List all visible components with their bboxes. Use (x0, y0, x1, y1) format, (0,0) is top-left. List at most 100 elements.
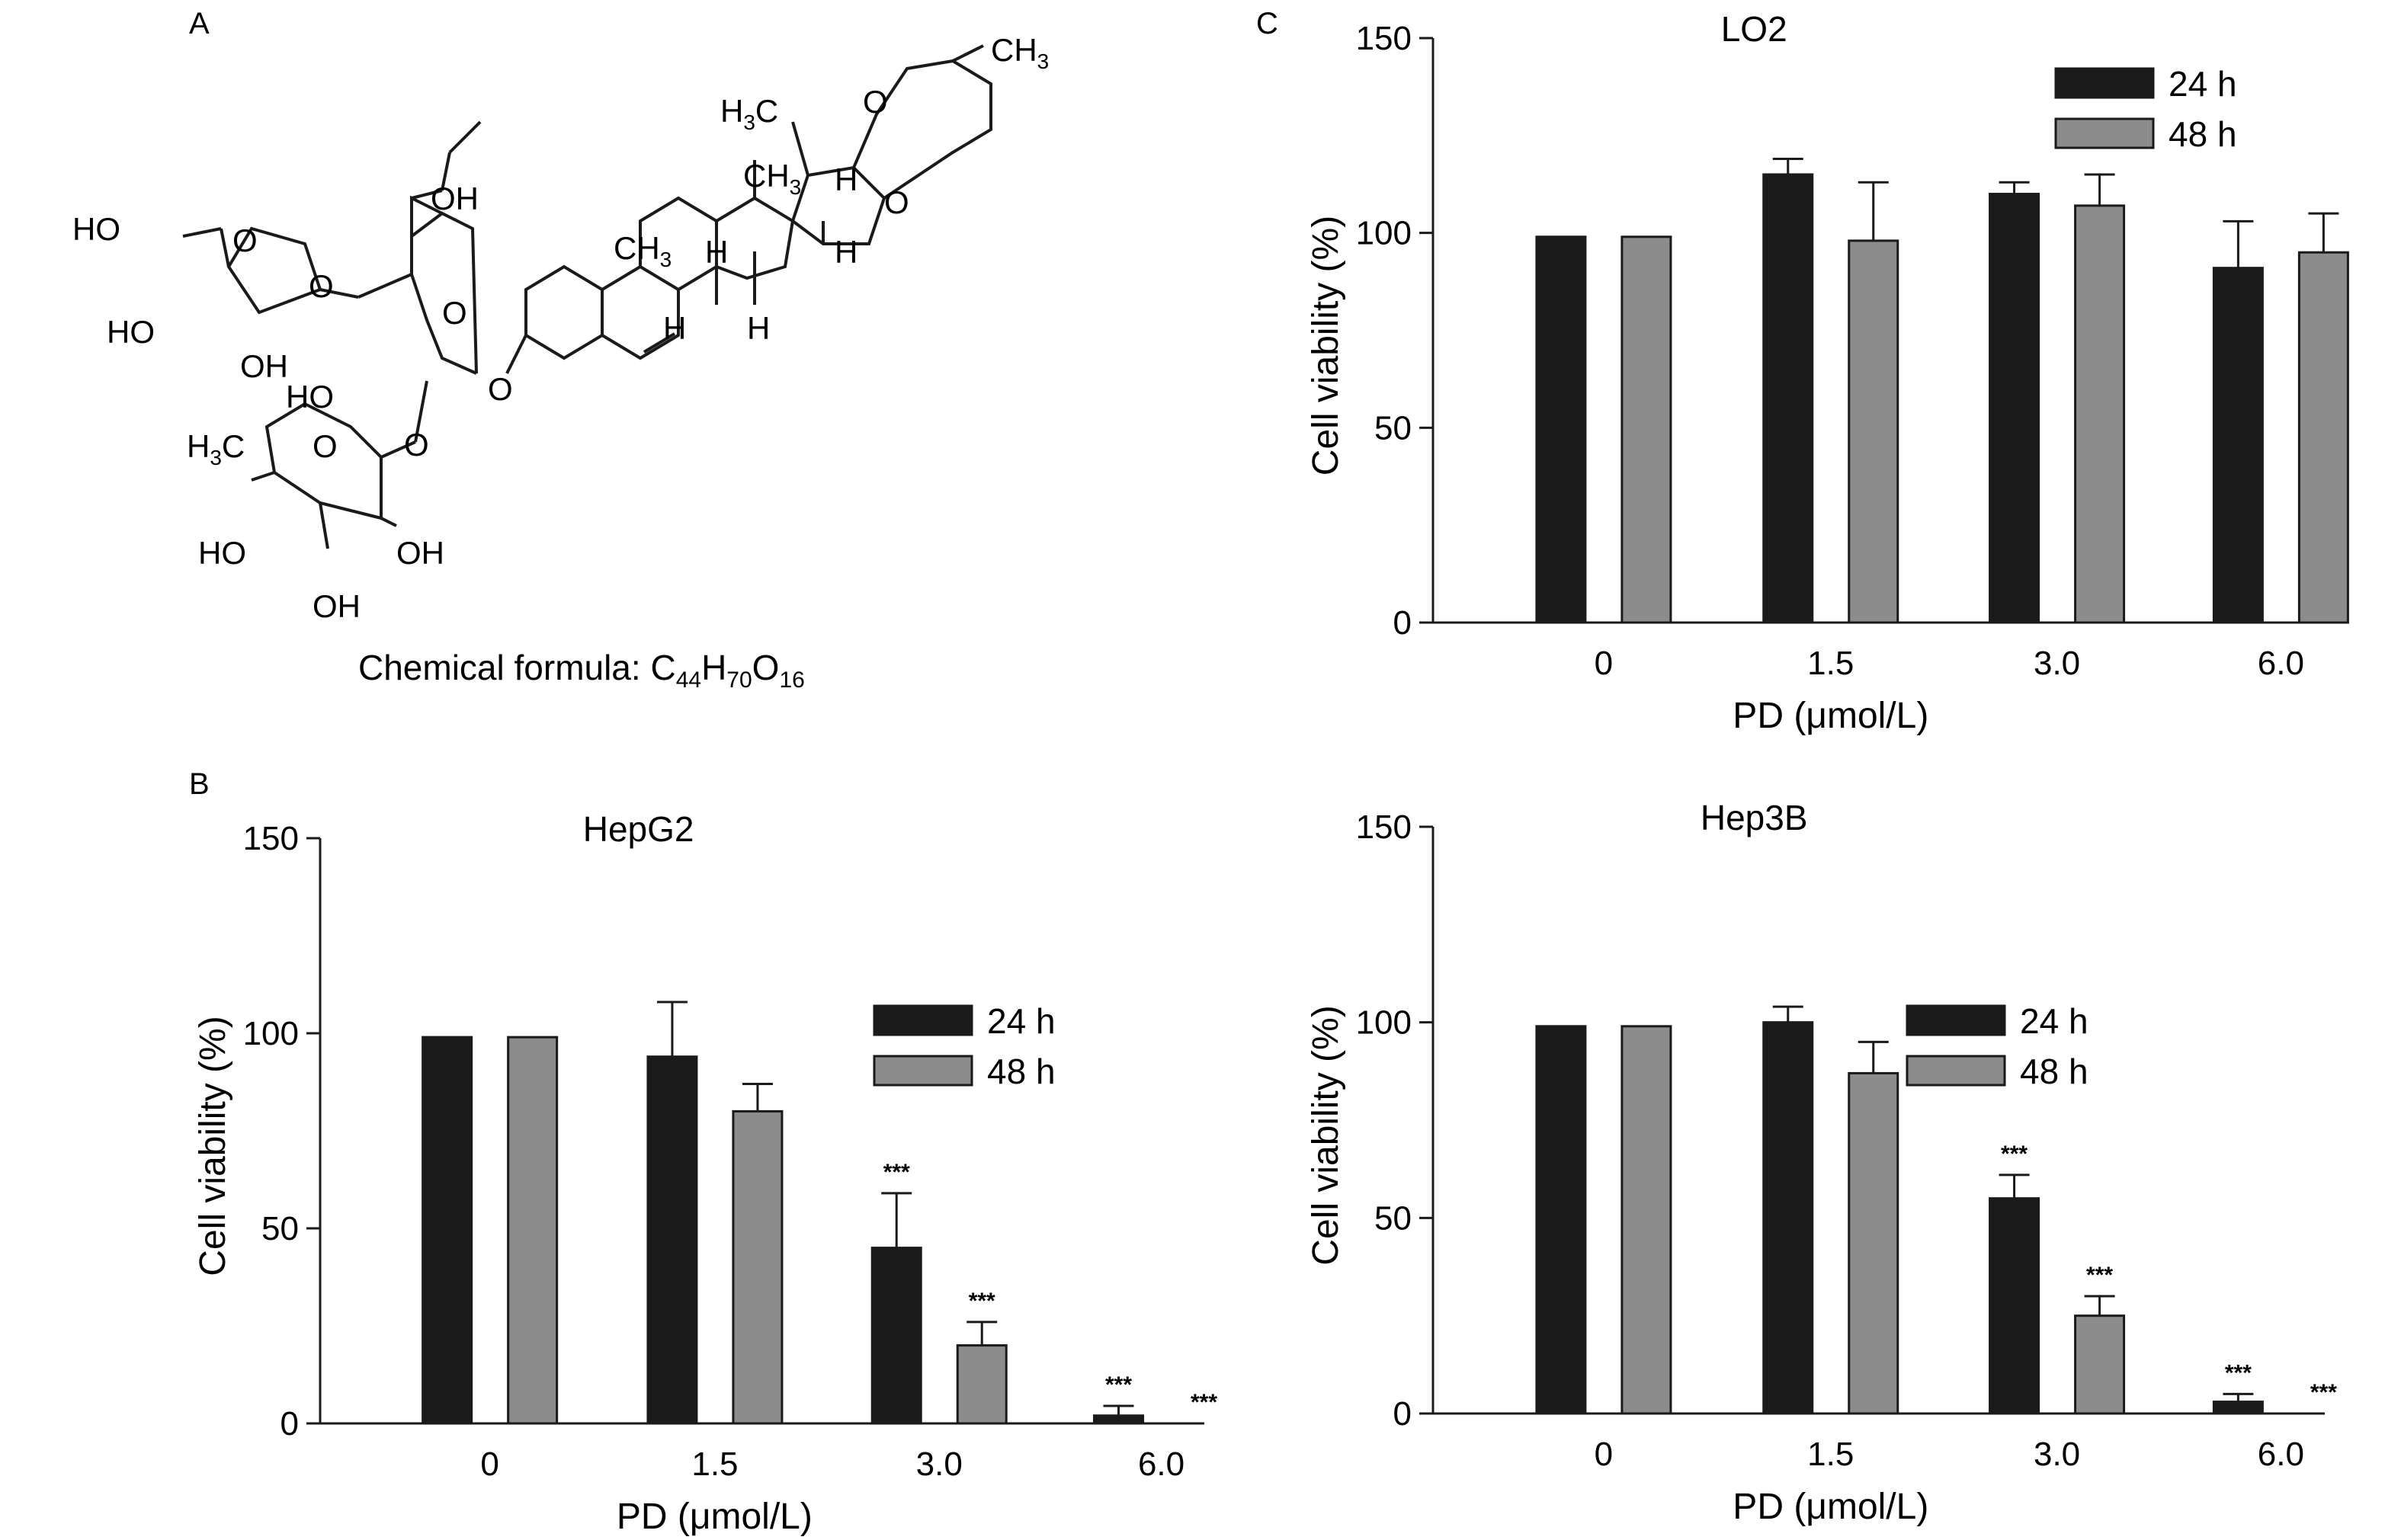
panel-letter-c: C (1256, 7, 1278, 40)
y-tick-label: 100 (1356, 215, 1412, 252)
bar-24h-3.0 (1989, 193, 2040, 624)
formula-part: 70 (726, 668, 752, 693)
chart-hepg2: 0 50 100 150 HepG2 Cell viability (%) PD (μmol… (193, 809, 1217, 1537)
label-o-glc-ring: O (442, 295, 467, 331)
x-axis-title: PD (μmol/L) (1733, 696, 1928, 736)
y-tick-label: 100 (1356, 1004, 1412, 1042)
y-tick-label: 150 (1356, 20, 1412, 57)
bar-24h-1.5 (1762, 173, 1814, 624)
chart-title: LO2 (1721, 9, 1787, 49)
significance-marker: *** (2225, 1360, 2252, 1385)
x-tick-label: 0 (1595, 645, 1613, 682)
bar-48h-6.0 (2297, 251, 2349, 624)
x-tick-label: 6.0 (1138, 1446, 1184, 1483)
significance-marker: *** (2001, 1141, 2028, 1167)
formula-part: O (752, 648, 780, 687)
bar-48h-3.0 (956, 1344, 1008, 1425)
label-ch3-mid: CH3 (743, 158, 801, 199)
label-oh-top: OH (431, 181, 479, 216)
legend-swatch (2054, 67, 2155, 99)
y-axis-title: Cell viability (%) (1306, 1005, 1346, 1265)
x-tick-label: 3.0 (916, 1446, 963, 1483)
significance-marker: *** (2086, 1263, 2113, 1288)
x-tick-label: 0 (480, 1446, 498, 1483)
legend-label: 24 h (2169, 64, 2237, 104)
x-axis-title: PD (μmol/L) (617, 1497, 813, 1537)
label-o-link2: O (404, 427, 429, 463)
bar-48h-1.5 (1848, 239, 1899, 624)
formula-part: C (650, 648, 675, 687)
bar-48h-1.5 (732, 1109, 784, 1425)
formula-part: H (701, 648, 726, 687)
bar-48h-0 (1620, 235, 1672, 624)
label-ho-left: HO (72, 211, 120, 247)
bar-24h-6.0 (2212, 1401, 2264, 1415)
panel-letter-b: B (189, 767, 210, 801)
x-tick-label: 1.5 (691, 1446, 738, 1483)
y-tick-label: 150 (1356, 808, 1412, 846)
label-h-3: H (747, 310, 770, 346)
x-tick-label: 6.0 (2258, 645, 2304, 682)
label-ho-sugar1: HO (107, 314, 155, 350)
label-ch3-top: CH3 (991, 32, 1049, 73)
bar-48h-3.0 (2074, 1314, 2126, 1415)
x-tick-label: 0 (1595, 1436, 1613, 1473)
y-tick-label: 0 (1393, 604, 1412, 642)
legend-label: 24 h (2020, 1001, 2088, 1041)
legend-swatch (873, 1004, 973, 1036)
legend-label: 48 h (2169, 114, 2237, 154)
y-tick-label: 50 (1374, 409, 1412, 447)
label-o-rham-ring: O (313, 428, 338, 464)
label-o-glyco: O (488, 371, 513, 407)
label-o-furan: O (884, 184, 909, 220)
bar-24h-1.5 (646, 1055, 698, 1425)
bar-24h-6.0 (1093, 1414, 1145, 1425)
significance-marker: *** (1105, 1372, 1132, 1398)
label-oh-rham-bottom: OH (313, 588, 361, 624)
y-tick-label: 150 (243, 820, 299, 857)
significance-marker: *** (883, 1160, 910, 1185)
legend-label: 48 h (987, 1052, 1056, 1091)
chart-lo2: 0 50 100 150 LO2 Cell viability (%) PD (μmol/L… (1306, 9, 2349, 736)
legend-label: 48 h (2020, 1052, 2088, 1091)
formula-part: 16 (779, 668, 804, 693)
label-o-pyran: O (863, 84, 888, 120)
bar-24h-0 (1535, 235, 1587, 624)
label-h-2: H (663, 310, 686, 346)
x-tick-label: 1.5 (1807, 645, 1854, 682)
bar-24h-6.0 (2212, 267, 2264, 624)
chemical-formula: Chemical formula: C44H70O16 (358, 648, 805, 693)
bar-24h-3.0 (1989, 1197, 2040, 1415)
legend-swatch (873, 1055, 973, 1087)
bar-48h-1.5 (1848, 1071, 1899, 1415)
label-ho-sugar2: HO (286, 379, 334, 415)
label-h3c-upper: H3C (720, 93, 778, 134)
bar-24h-1.5 (1762, 1021, 1814, 1415)
bar-48h-0 (1620, 1025, 1672, 1415)
x-tick-label: 3.0 (2034, 1436, 2080, 1473)
y-tick-label: 50 (261, 1210, 299, 1247)
significance-marker: *** (969, 1289, 995, 1314)
significance-marker: *** (1191, 1390, 1217, 1415)
formula-part: 44 (676, 668, 701, 693)
label-ch3-ring: CH3 (614, 230, 672, 271)
bar-24h-3.0 (870, 1247, 922, 1425)
label-ho-rham: HO (198, 535, 246, 571)
bar-48h-0 (507, 1036, 559, 1425)
y-tick-label: 50 (1374, 1199, 1412, 1237)
label-o-link1: O (309, 268, 334, 304)
legend-swatch (1906, 1004, 2006, 1036)
label-oh-sugar1: OH (240, 348, 288, 384)
x-axis-title: PD (μmol/L) (1733, 1487, 1928, 1527)
label-h-1: H (705, 234, 728, 270)
y-tick-label: 100 (243, 1015, 299, 1052)
bar-48h-3.0 (2074, 204, 2126, 624)
significance-marker: *** (2310, 1380, 2337, 1405)
chemical-structure (182, 44, 992, 549)
y-axis-title: Cell viability (%) (193, 1016, 233, 1276)
legend-label: 24 h (987, 1001, 1056, 1041)
legend-swatch (2054, 117, 2155, 149)
x-tick-label: 3.0 (2034, 645, 2080, 682)
